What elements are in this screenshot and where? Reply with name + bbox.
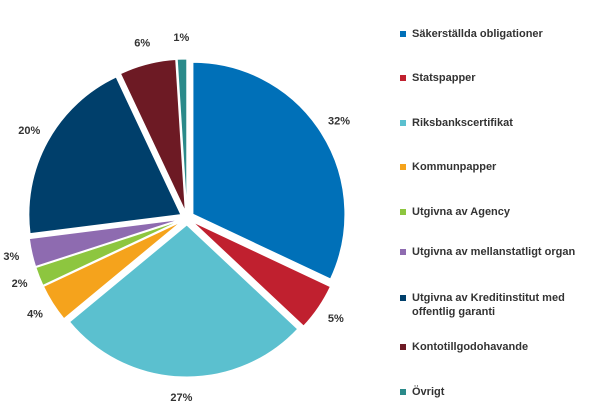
legend-entry: Riksbankscertifikat	[400, 116, 585, 130]
legend-entry: Övrigt	[400, 385, 585, 399]
legend-swatch	[400, 249, 406, 255]
data-label: 20%	[18, 125, 40, 137]
legend-label: Kommunpapper	[412, 161, 497, 173]
legend-label: Utgivna av Agency	[412, 206, 511, 218]
pie-slice	[192, 61, 346, 280]
legend-entry: Utgivna av Kreditinstitut med offentlig …	[400, 291, 585, 319]
legend-entry: Utgivna av mellanstatligt organ	[400, 245, 585, 259]
legend-entry: Utgivna av Agency	[400, 205, 585, 219]
pie-slice	[119, 58, 186, 212]
legend-swatch	[400, 344, 406, 350]
pie-slice	[68, 224, 299, 378]
legend-entry: Säkerställda obligationer	[400, 27, 585, 41]
data-label: 32%	[328, 115, 350, 127]
legend-label: Säkerställda obligationer	[412, 28, 543, 40]
legend-swatch	[400, 120, 406, 126]
legend-swatch	[400, 295, 406, 301]
legend-swatch	[400, 75, 406, 81]
data-label: 1%	[173, 32, 189, 44]
legend-swatch	[400, 389, 406, 395]
data-label: 27%	[170, 392, 192, 404]
pie-slice	[28, 76, 182, 235]
legend-label: Utgivna av mellanstatligt organ	[412, 246, 576, 258]
pie-slice	[35, 220, 181, 286]
legend-label: Övrigt	[412, 386, 445, 398]
legend-entry: Statspapper	[400, 71, 585, 85]
pie-slice	[176, 58, 188, 212]
legend-label: Utgivna av Kreditinstitut med offentlig …	[412, 292, 565, 318]
legend-label: Kontotillgodohavande	[412, 341, 529, 353]
legend-label: Riksbankscertifikat	[412, 117, 513, 129]
data-label: 6%	[134, 38, 150, 50]
legend-swatch	[400, 31, 406, 37]
pie-slice	[192, 221, 331, 327]
data-label: 5%	[328, 313, 344, 325]
legend-label: Statspapper	[412, 72, 476, 84]
legend-swatch	[400, 209, 406, 215]
legend-entry: Kontotillgodohavande	[400, 340, 585, 354]
legend-swatch	[400, 164, 406, 170]
data-label: 4%	[27, 308, 43, 320]
data-label: 3%	[3, 251, 19, 263]
pie-slice	[42, 221, 182, 320]
legend-entry: Kommunpapper	[400, 160, 585, 174]
data-label: 2%	[12, 278, 28, 290]
pie-slice	[28, 219, 181, 268]
